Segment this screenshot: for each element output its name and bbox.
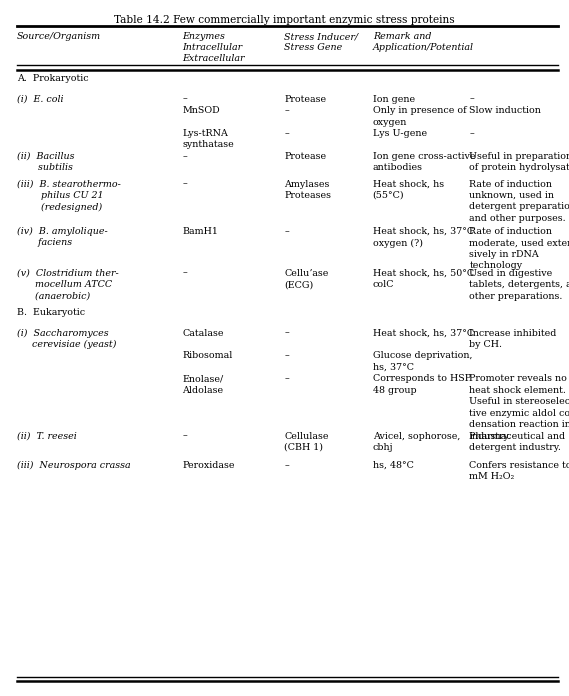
Text: –: – — [182, 152, 187, 161]
Text: Heat shock, hs, 37°C
oxygen (?): Heat shock, hs, 37°C oxygen (?) — [373, 227, 474, 248]
Text: Peroxidase: Peroxidase — [182, 461, 234, 470]
Text: (iii)  Neurospora crassa: (iii) Neurospora crassa — [17, 461, 131, 470]
Text: BamH1: BamH1 — [182, 227, 218, 236]
Text: Avicel, sophorose,
cbhj: Avicel, sophorose, cbhj — [373, 432, 460, 452]
Text: Heat shock, hs
(55°C): Heat shock, hs (55°C) — [373, 180, 444, 200]
Text: (i)  E. coli: (i) E. coli — [17, 95, 64, 104]
Text: Catalase

Ribosomal

Enolase/
Aldolase: Catalase Ribosomal Enolase/ Aldolase — [182, 329, 233, 395]
Text: –

–

–: – – – — [284, 329, 289, 383]
Text: (ii)  T. reesei: (ii) T. reesei — [17, 432, 77, 441]
Text: hs, 48°C: hs, 48°C — [373, 461, 414, 470]
Text: –: – — [182, 269, 187, 278]
Text: Rate of induction
moderate, used exten-
sively in rDNA
technology: Rate of induction moderate, used exten- … — [469, 227, 569, 270]
Text: Source/Organism: Source/Organism — [17, 32, 101, 41]
Text: A.  Prokaryotic: A. Prokaryotic — [17, 74, 89, 83]
Text: Amylases
Proteases: Amylases Proteases — [284, 180, 332, 200]
Text: –: – — [284, 227, 289, 236]
Text: –: – — [182, 180, 187, 189]
Text: Cellulase
(CBH 1): Cellulase (CBH 1) — [284, 432, 329, 452]
Text: Used in digestive
tablets, detergents, and
other preparations.: Used in digestive tablets, detergents, a… — [469, 269, 569, 301]
Text: Protease: Protease — [284, 152, 327, 161]
Text: (i)  Saccharomyces
     cerevisiae (yeast): (i) Saccharomyces cerevisiae (yeast) — [17, 329, 117, 349]
Text: Heat shock, hs, 50°C
colC: Heat shock, hs, 50°C colC — [373, 269, 474, 289]
Text: Ion gene cross-active
antibodies: Ion gene cross-active antibodies — [373, 152, 475, 172]
Text: –: – — [284, 461, 289, 470]
Text: Ion gene
Only in presence of
oxygen
Lys U-gene: Ion gene Only in presence of oxygen Lys … — [373, 95, 467, 138]
Text: Increase inhibited
by CH.


Promoter reveals no
heat shock element.
Useful in st: Increase inhibited by CH. Promoter revea… — [469, 329, 569, 441]
Text: Heat shock, hs, 37°C

Glucose deprivation,
hs, 37°C
Corresponds to HSP
48 group: Heat shock, hs, 37°C Glucose deprivation… — [373, 329, 474, 395]
Text: –: – — [182, 432, 187, 441]
Text: Pharmaceutical and
detergent industry.: Pharmaceutical and detergent industry. — [469, 432, 566, 452]
Text: B.  Eukaryotic: B. Eukaryotic — [17, 308, 85, 317]
Text: Useful in preparation
of protein hydrolysates: Useful in preparation of protein hydroly… — [469, 152, 569, 172]
Text: –
Slow induction

–: – Slow induction – — [469, 95, 541, 138]
Text: Celluʼase
(ECG): Celluʼase (ECG) — [284, 269, 329, 289]
Text: Remark and
Application/Potential: Remark and Application/Potential — [373, 32, 474, 52]
Text: –
MnSOD

Lys-tRNA
synthatase: – MnSOD Lys-tRNA synthatase — [182, 95, 234, 150]
Text: (v)  Clostridium ther-
      mocellum ATCC
      (anaerobic): (v) Clostridium ther- mocellum ATCC (ana… — [17, 269, 119, 301]
Text: Stress Inducer/
Stress Gene: Stress Inducer/ Stress Gene — [284, 32, 358, 52]
Text: Rate of induction
unknown, used in
detergent preparation
and other purposes.: Rate of induction unknown, used in deter… — [469, 180, 569, 223]
Text: (ii)  Bacillus
       subtilis: (ii) Bacillus subtilis — [17, 152, 75, 172]
Text: Table 14.2 Few commercially important enzymic stress proteins: Table 14.2 Few commercially important en… — [114, 15, 455, 25]
Text: (iii)  B. stearothermo-
        philus CU 21
        (redesigned): (iii) B. stearothermo- philus CU 21 (red… — [17, 180, 121, 212]
Text: Protease
–

–: Protease – – — [284, 95, 327, 138]
Text: Confers resistance to 2
mM H₂O₂: Confers resistance to 2 mM H₂O₂ — [469, 461, 569, 481]
Text: Enzymes
Intracellular
Extracellular: Enzymes Intracellular Extracellular — [182, 32, 245, 63]
Text: (iv)  B. amylolique-
       faciens: (iv) B. amylolique- faciens — [17, 227, 108, 248]
